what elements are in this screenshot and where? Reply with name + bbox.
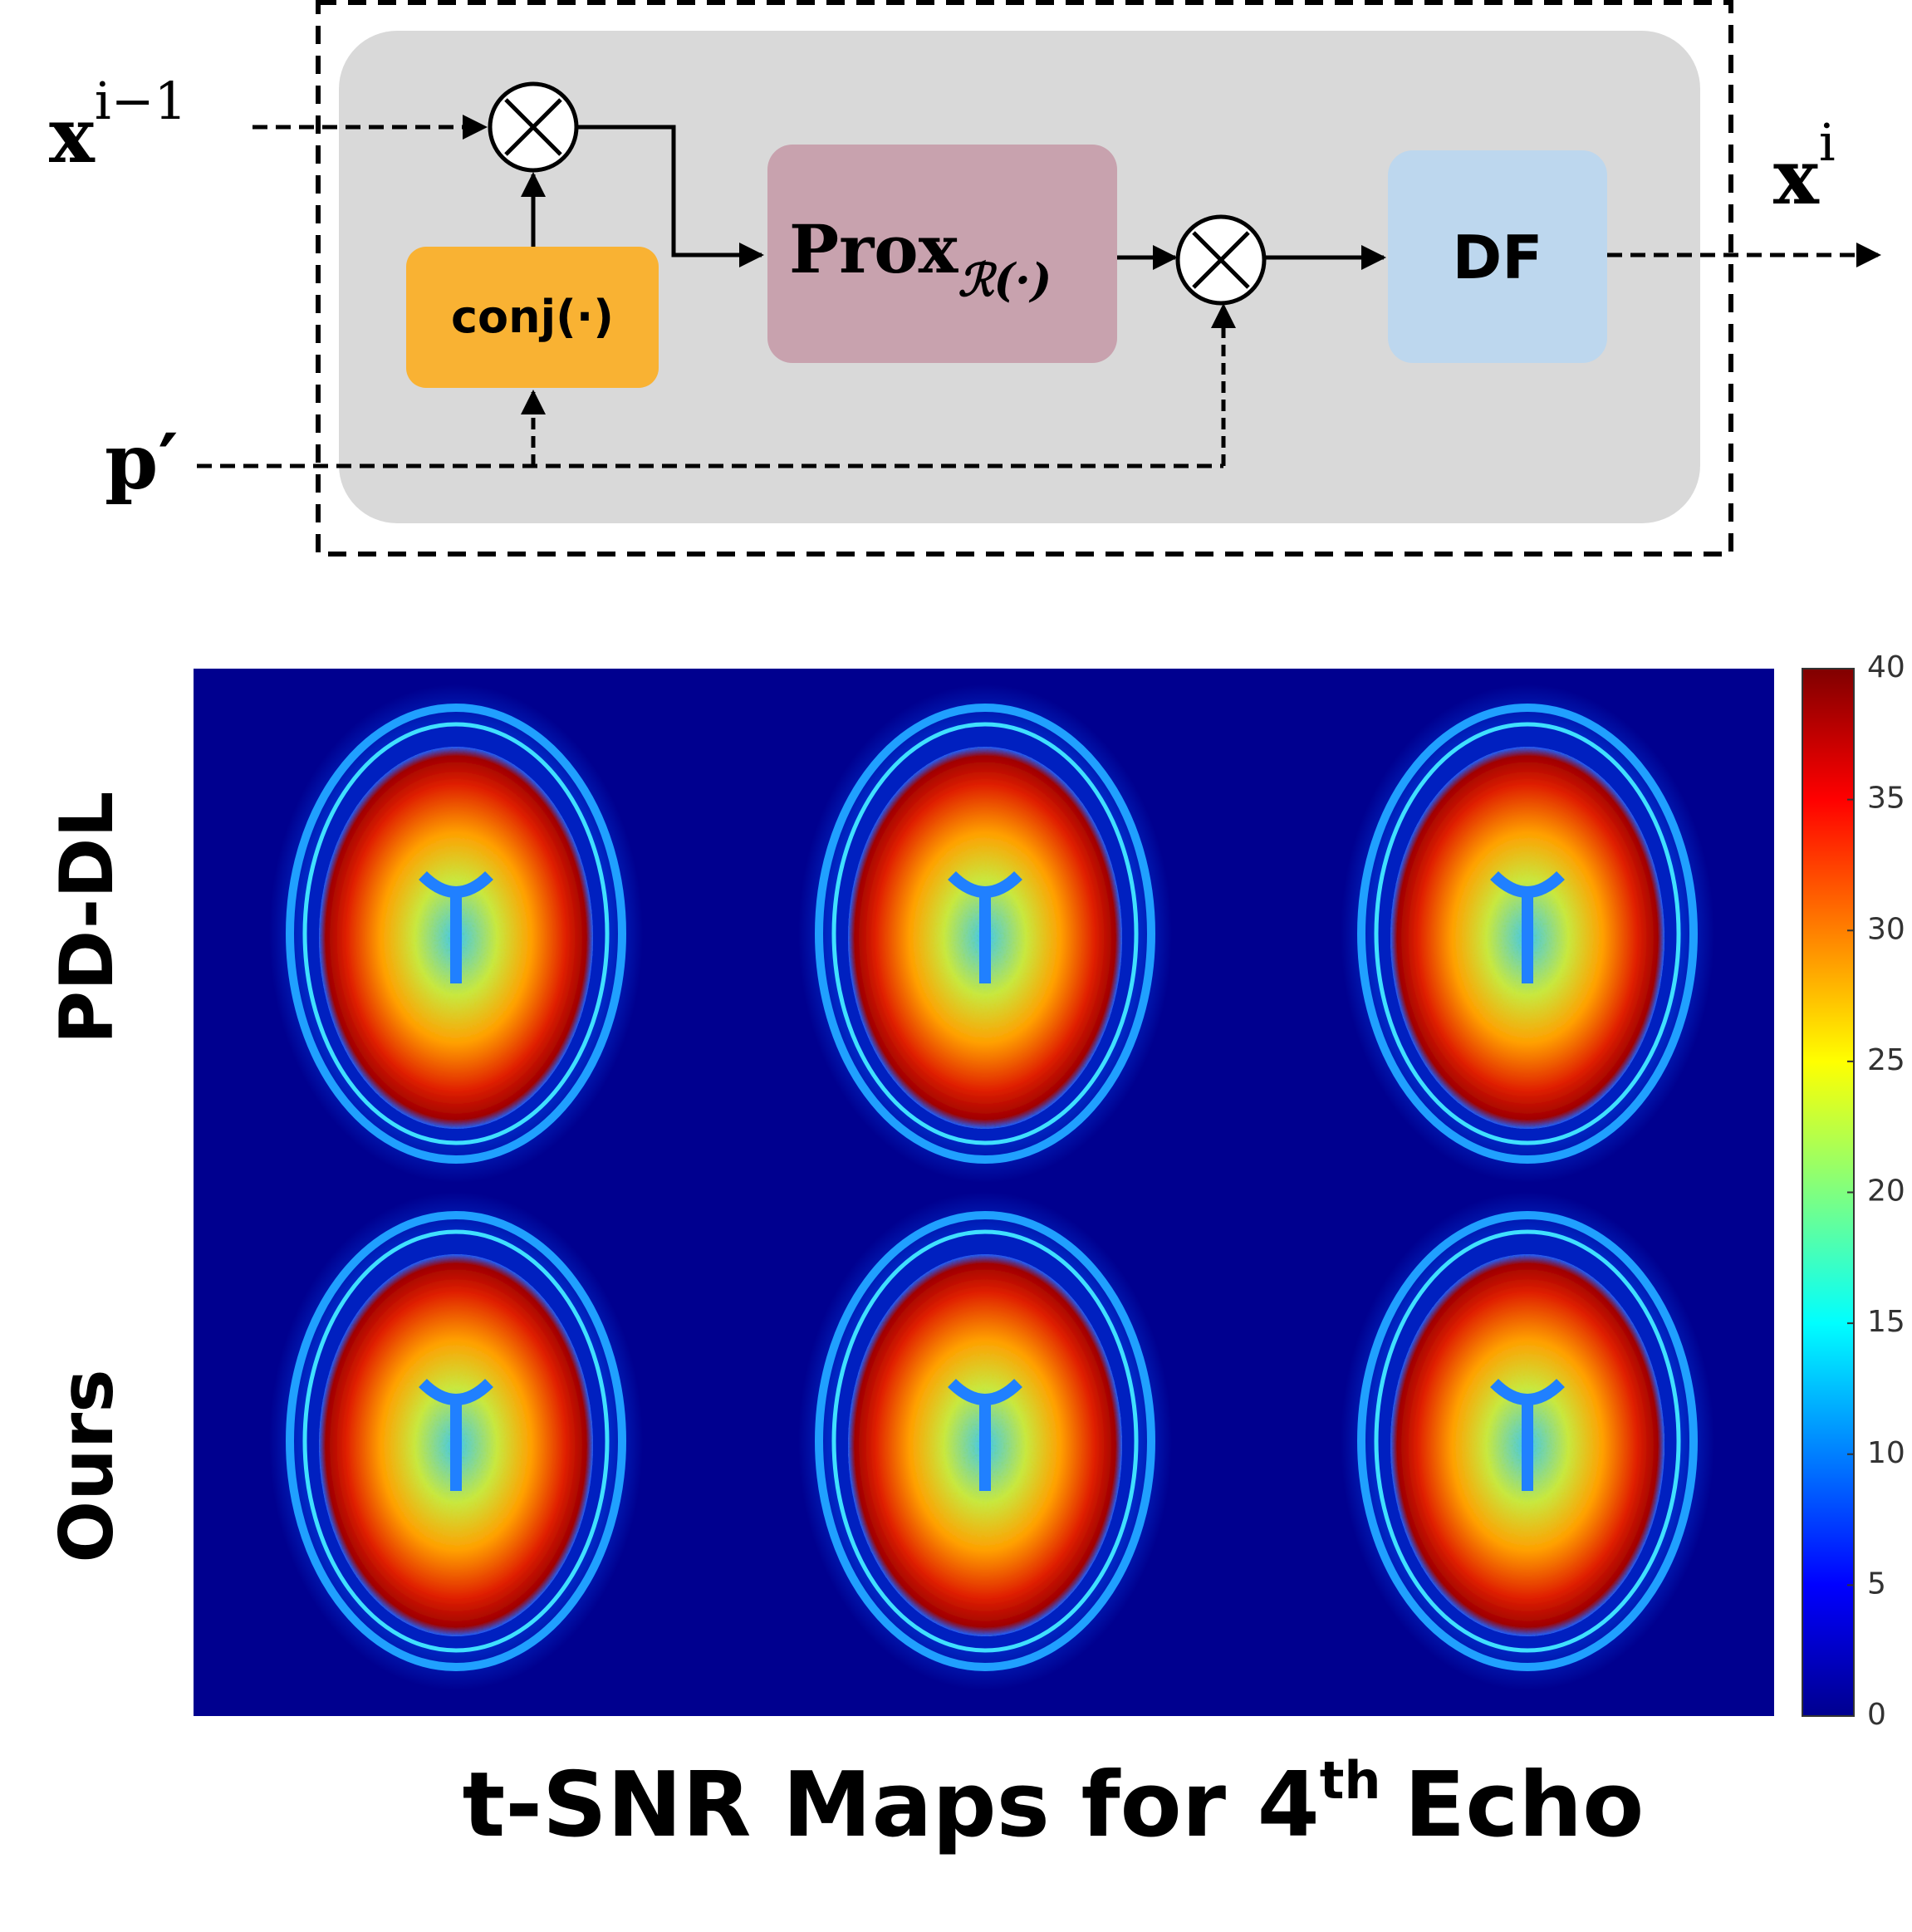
- skull-ring: [286, 1211, 626, 1671]
- title-main: t-SNR Maps for 4: [463, 1753, 1320, 1857]
- connectors: [197, 115, 1881, 468]
- dashed-frame: [316, 0, 1733, 557]
- ventricle: [419, 870, 493, 983]
- multiply-node: [488, 81, 579, 173]
- colorbar-tick-label: 15: [1867, 1305, 1905, 1339]
- row-label: Ours: [44, 1369, 130, 1562]
- colorbar-ticks: 0 5 10 15 20 25 30 35 40: [1847, 650, 1905, 1732]
- conj-label: conj(·): [451, 291, 614, 343]
- df-label: DF: [1453, 223, 1543, 292]
- brain-maps: [269, 684, 1714, 1690]
- output-label: xi: [1773, 112, 1836, 222]
- ventricle: [948, 870, 1022, 983]
- conj-block: [406, 247, 659, 388]
- df-block: [1388, 150, 1607, 363]
- prox-block: [767, 145, 1117, 363]
- colorbar-tick-label: 5: [1867, 1567, 1886, 1601]
- prox-base: Prox: [789, 210, 959, 288]
- colorbar: [1802, 668, 1855, 1717]
- colorbar-tick-label: 20: [1867, 1174, 1905, 1209]
- colorbar-tick-label: 30: [1867, 912, 1905, 946]
- skull-ring: [1357, 1211, 1698, 1671]
- row-label: PD-DL: [44, 792, 130, 1045]
- skull-ring: [815, 704, 1155, 1164]
- figure-title: t-SNR Maps for 4th Echo: [463, 1750, 1645, 1857]
- ventricle: [419, 1378, 493, 1491]
- prox-label: Proxℛ(·): [789, 210, 1052, 306]
- colorbar-tick-label: 10: [1867, 1436, 1905, 1470]
- output-base: x: [1773, 132, 1820, 222]
- input-base: x: [49, 91, 96, 180]
- multiply-node: [1175, 214, 1267, 306]
- output-sup: i: [1819, 112, 1836, 173]
- skull-ring: [815, 1211, 1155, 1671]
- title-sup: th: [1320, 1750, 1381, 1811]
- input-sup: i−1: [95, 71, 187, 131]
- prox-subscript: ℛ(·): [958, 253, 1052, 306]
- colorbar-tick-label: 40: [1867, 650, 1905, 684]
- colorbar-tick-label: 35: [1867, 782, 1905, 816]
- ventricle: [1490, 1378, 1565, 1491]
- skull-ring: [1357, 704, 1698, 1164]
- phase-label: p′: [105, 417, 179, 507]
- ventricle: [1490, 870, 1565, 983]
- colorbar-tick-label: 25: [1867, 1043, 1905, 1077]
- input-label: xi−1: [49, 71, 187, 180]
- skull-ring: [286, 704, 626, 1164]
- ventricle: [948, 1378, 1022, 1491]
- title-end: Echo: [1405, 1753, 1645, 1857]
- colorbar-tick-label: 0: [1867, 1698, 1886, 1732]
